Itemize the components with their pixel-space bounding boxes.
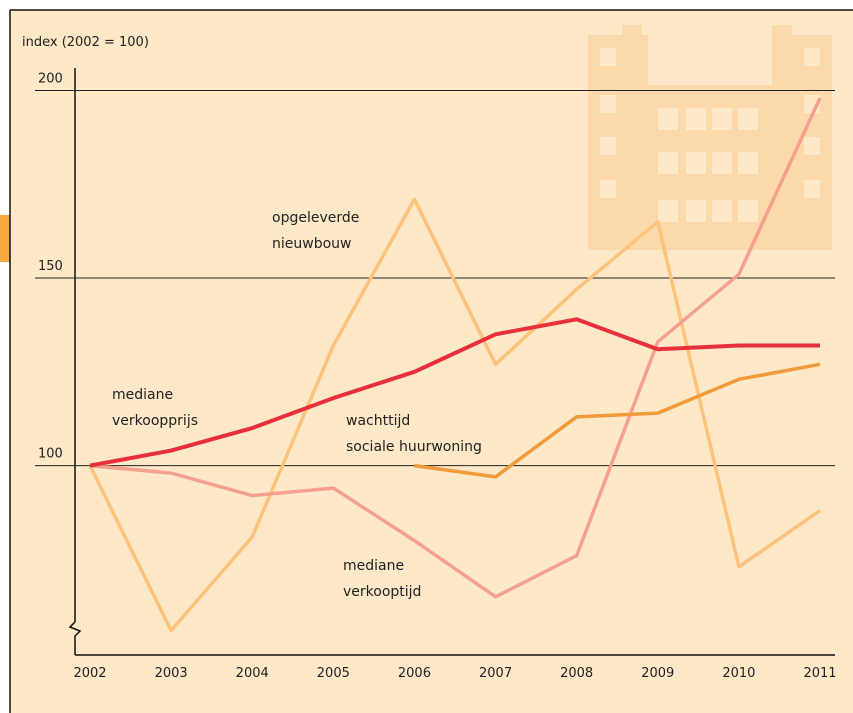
side-tab	[0, 215, 10, 262]
x-tick-label: 2004	[236, 666, 269, 681]
x-tick-label: 2006	[398, 666, 431, 681]
x-tick-label: 2005	[317, 666, 350, 681]
chart: index (2002 = 100) 100 150 200 2002 2003 2004…	[0, 0, 853, 713]
series-label: verkooptijd	[343, 584, 421, 600]
x-tick-label: 2008	[560, 666, 593, 681]
series-label: verkoopprijs	[112, 413, 198, 429]
series-label: wachttijd	[346, 413, 410, 429]
x-tick-label: 2011	[803, 666, 836, 681]
x-tick-label: 2007	[479, 666, 512, 681]
x-tick-label: 2003	[155, 666, 188, 681]
series-label: sociale huurwoning	[346, 439, 482, 455]
y-tick-label: 150	[38, 259, 63, 274]
x-tick-label: 2002	[73, 666, 106, 681]
series-label: opgeleverde	[272, 210, 359, 226]
y-tick-label: 200	[38, 72, 63, 87]
y-axis-label: index (2002 = 100)	[22, 35, 149, 50]
y-tick-label: 100	[38, 447, 63, 462]
series-label: nieuwbouw	[272, 236, 351, 252]
series-label: mediane	[112, 387, 173, 403]
series-label: mediane	[343, 558, 404, 574]
x-tick-label: 2009	[641, 666, 674, 681]
x-tick-label: 2010	[722, 666, 755, 681]
